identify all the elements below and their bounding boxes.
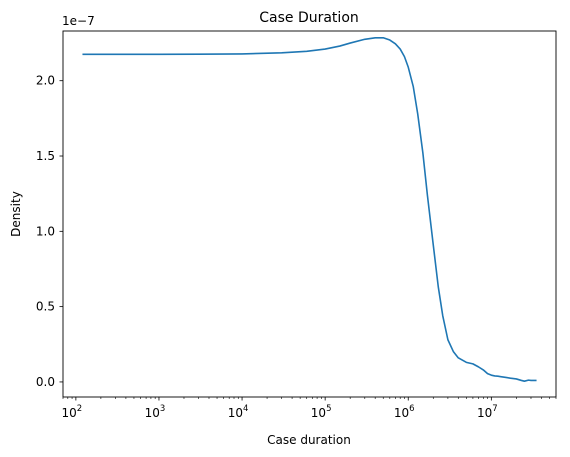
x-tick-label-exponent: 4 xyxy=(243,404,248,414)
x-axis-ticks: 102 103 104 105 106 107 xyxy=(62,397,557,420)
x-tick-label-base: 10 xyxy=(311,406,326,420)
y-tick-label: 1.0 xyxy=(36,224,55,238)
x-tick-label-exponent: 7 xyxy=(492,404,497,414)
x-axis-label: Case duration xyxy=(267,433,351,447)
x-tick-label-base: 10 xyxy=(477,406,492,420)
series-line-0 xyxy=(82,36,537,382)
chart-title: Case Duration xyxy=(259,10,359,26)
x-tick-label-exponent: 2 xyxy=(77,404,82,414)
x-tick-label-base: 10 xyxy=(228,406,243,420)
x-tick-label: 105 xyxy=(311,404,332,420)
x-tick-label-base: 10 xyxy=(62,406,77,420)
x-tick-label-base: 10 xyxy=(145,406,160,420)
x-tick-label: 107 xyxy=(477,404,498,420)
x-tick-label: 103 xyxy=(145,404,166,420)
y-axis-ticks: 0.0 0.5 1.0 1.5 2.0 xyxy=(36,74,63,389)
x-tick-label: 102 xyxy=(62,404,83,420)
x-tick-label: 104 xyxy=(228,404,249,420)
y-tick-label: 0.5 xyxy=(36,300,55,314)
y-offset-label: 1e−7 xyxy=(62,14,95,28)
x-tick-label-base: 10 xyxy=(394,406,409,420)
x-tick-label: 106 xyxy=(394,404,415,420)
y-tick-label: 0.0 xyxy=(36,375,55,389)
axes-frame xyxy=(62,30,557,398)
plot-area xyxy=(82,36,537,382)
x-tick-label-exponent: 6 xyxy=(409,404,414,414)
x-tick-label-exponent: 3 xyxy=(160,404,165,414)
y-tick-label: 1.5 xyxy=(36,149,55,163)
y-axis-label: Density xyxy=(9,191,23,237)
y-tick-label: 2.0 xyxy=(36,74,55,88)
x-tick-label-exponent: 5 xyxy=(326,404,331,414)
